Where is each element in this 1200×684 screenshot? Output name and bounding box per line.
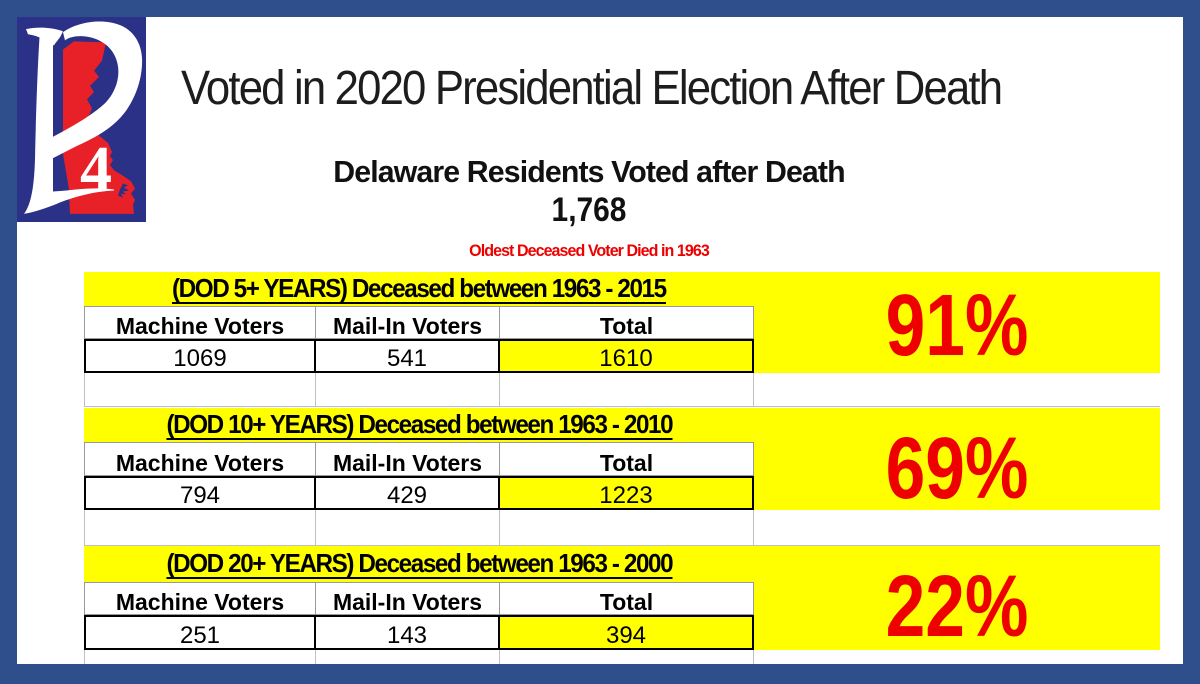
svg-text:4: 4 bbox=[80, 133, 112, 205]
